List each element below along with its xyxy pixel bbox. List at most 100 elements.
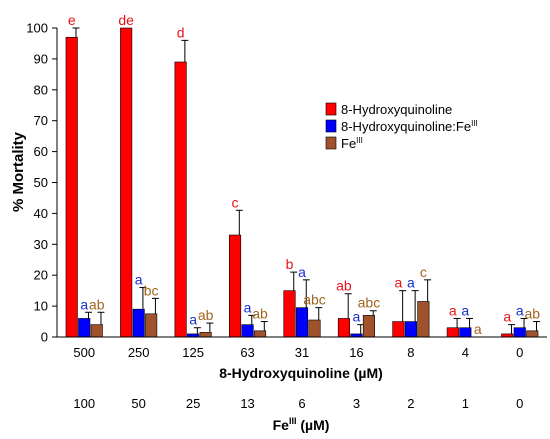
significance-letter: a bbox=[516, 302, 524, 318]
significance-letter: bc bbox=[144, 282, 159, 298]
bar-0 bbox=[65, 36, 78, 338]
significance-letter: abc bbox=[303, 292, 326, 308]
legend-label: 8-Hydroxyquinoline:FeIII bbox=[341, 119, 478, 134]
legend-label-base: 8-Hydroxyquinoline:Fe bbox=[341, 119, 471, 134]
significance-letter: e bbox=[68, 12, 76, 28]
significance-letter: ab bbox=[336, 278, 352, 294]
y-tick-label: 70 bbox=[34, 113, 48, 128]
x-tick-label-secondary: 13 bbox=[240, 396, 254, 411]
x-tick-label-secondary: 25 bbox=[186, 396, 200, 411]
bar-0 bbox=[120, 27, 133, 338]
x-tick-label-primary: 31 bbox=[295, 345, 309, 360]
x-tick-label-primary: 16 bbox=[349, 345, 363, 360]
bar-0 bbox=[283, 290, 296, 338]
x-tick-label-secondary: 6 bbox=[298, 396, 305, 411]
x-tick-label-primary: 250 bbox=[128, 345, 150, 360]
significance-letter: ab bbox=[252, 306, 268, 322]
significance-letter: a bbox=[407, 275, 415, 291]
bar-0 bbox=[337, 318, 350, 338]
x-tick-label-primary: 500 bbox=[73, 345, 95, 360]
bar-1 bbox=[78, 318, 91, 338]
bar-1 bbox=[241, 324, 254, 338]
bar-2 bbox=[145, 313, 158, 338]
significance-letter: c bbox=[420, 264, 427, 280]
y-tick-label: 90 bbox=[34, 51, 48, 66]
bar-1 bbox=[404, 321, 417, 338]
legend-label: 8-Hydroxyquinoline bbox=[341, 102, 452, 117]
bar-0 bbox=[446, 327, 459, 338]
bar-2 bbox=[90, 324, 103, 338]
significance-letter: a bbox=[80, 296, 88, 312]
bar-1 bbox=[513, 327, 526, 338]
x-axis-title-primary: 8-Hydroxyquinoline (µM) bbox=[219, 365, 383, 381]
bar-2 bbox=[199, 332, 212, 338]
x-tick-label-primary: 0 bbox=[516, 345, 523, 360]
significance-letter: de bbox=[118, 12, 134, 28]
x-tick-label-primary: 125 bbox=[182, 345, 204, 360]
significance-letter: ab bbox=[89, 296, 105, 312]
significance-letter: a bbox=[503, 309, 511, 325]
legend-label-base: Fe bbox=[341, 136, 356, 151]
legend-swatch bbox=[325, 136, 337, 150]
significance-letter: ab bbox=[524, 306, 540, 322]
significance-letter: a bbox=[189, 312, 197, 328]
bar-1 bbox=[459, 327, 472, 338]
legend-label-base: 8-Hydroxyquinoline bbox=[341, 102, 452, 117]
bar-2 bbox=[362, 315, 375, 338]
y-axis-title: % Mortality bbox=[10, 131, 27, 212]
significance-letter: abc bbox=[358, 295, 381, 311]
significance-letter: a bbox=[298, 264, 306, 280]
legend-label: FeIII bbox=[341, 136, 363, 151]
y-tick-label: 40 bbox=[34, 206, 48, 221]
significance-letter: a bbox=[244, 299, 252, 315]
y-tick-label: 30 bbox=[34, 237, 48, 252]
y-tick-label: 20 bbox=[34, 268, 48, 283]
y-tick-label: 100 bbox=[26, 21, 48, 36]
y-tick-label: 60 bbox=[34, 144, 48, 159]
y-tick-label: 0 bbox=[41, 330, 48, 345]
x-axis-title-secondary-sup: III bbox=[289, 416, 297, 426]
significance-letter: b bbox=[286, 256, 294, 272]
significance-letter: a bbox=[474, 321, 482, 337]
legend-label-sup: III bbox=[356, 136, 363, 145]
x-axis-title-secondary-unit: (µM) bbox=[296, 417, 329, 433]
significance-letter: a bbox=[449, 302, 457, 318]
bar-2 bbox=[526, 330, 539, 338]
x-tick-label-secondary: 50 bbox=[131, 396, 145, 411]
x-tick-label-secondary: 100 bbox=[73, 396, 95, 411]
y-tick-label: 50 bbox=[34, 175, 48, 190]
x-tick-label-secondary: 3 bbox=[353, 396, 360, 411]
x-tick-label-primary: 4 bbox=[462, 345, 469, 360]
bar-0 bbox=[174, 61, 187, 338]
significance-letter: a bbox=[394, 275, 402, 291]
significance-letter: a bbox=[135, 272, 143, 288]
legend-swatch bbox=[325, 119, 337, 133]
y-tick-label: 10 bbox=[34, 299, 48, 314]
bar-0 bbox=[229, 234, 242, 338]
legend-swatch bbox=[325, 102, 337, 116]
y-tick-label: 80 bbox=[34, 82, 48, 97]
x-tick-label-secondary: 0 bbox=[516, 396, 523, 411]
significance-letter: a bbox=[461, 302, 469, 318]
bar-2 bbox=[417, 301, 430, 338]
x-tick-label-primary: 63 bbox=[240, 345, 254, 360]
tick-labels-group: 0102030405060708090100500100250501252563… bbox=[26, 21, 523, 412]
significance-letter: d bbox=[177, 24, 185, 40]
x-axis-title-secondary-base: Fe bbox=[273, 417, 290, 433]
significance-letter: a bbox=[353, 309, 361, 325]
bar-1 bbox=[132, 308, 145, 338]
x-tick-label-secondary: 1 bbox=[462, 396, 469, 411]
bar-0 bbox=[392, 321, 405, 338]
legend-label-sup: III bbox=[471, 119, 478, 128]
x-axis-title-secondary: FeIII (µM) bbox=[273, 416, 330, 433]
bar-2 bbox=[254, 330, 267, 338]
legend: 8-Hydroxyquinoline8-Hydroxyquinoline:FeI… bbox=[325, 102, 478, 151]
bar-2 bbox=[308, 319, 321, 338]
bar-1 bbox=[295, 307, 309, 338]
x-tick-label-secondary: 2 bbox=[407, 396, 414, 411]
significance-letter: ab bbox=[198, 307, 214, 323]
x-tick-label-primary: 8 bbox=[407, 345, 414, 360]
significance-letter: c bbox=[232, 194, 239, 210]
